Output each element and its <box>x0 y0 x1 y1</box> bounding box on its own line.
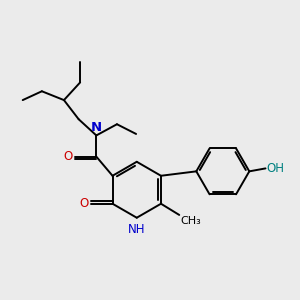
Text: N: N <box>91 121 102 134</box>
Text: NH: NH <box>128 223 146 236</box>
Text: O: O <box>80 197 89 210</box>
Text: O: O <box>64 150 73 163</box>
Text: CH₃: CH₃ <box>181 216 202 226</box>
Text: OH: OH <box>267 162 285 175</box>
